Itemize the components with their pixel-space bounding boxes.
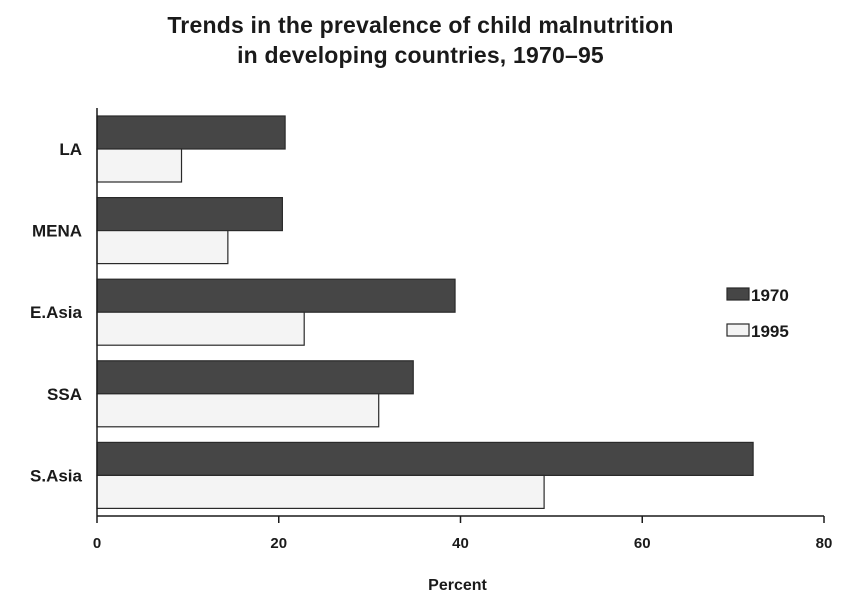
category-label: MENA (32, 222, 82, 241)
labels-layer: LA MENA E.Asia SSA S.Asia 0 20 40 60 80 Percent (30, 140, 832, 594)
x-tick-label: 60 (634, 535, 651, 552)
bar-la-1970 (96, 115, 286, 150)
legend-swatch-1995 (726, 323, 750, 337)
x-tick-label: 0 (93, 535, 101, 552)
bar-e-asia-1970 (96, 278, 456, 313)
legend-label-1995: 1995 (751, 322, 789, 341)
category-label: SSA (47, 385, 82, 404)
bar-s-asia-1970 (96, 441, 754, 476)
bars-layer (96, 115, 754, 509)
chart-title-line-1: Trends in the prevalence of child malnut… (167, 12, 674, 38)
bar-ssa-1970 (96, 360, 414, 395)
chart-title: Trends in the prevalence of child malnut… (0, 10, 841, 70)
bar-mena-1970 (96, 197, 283, 232)
legend-swatch-1970 (726, 287, 750, 301)
category-label: S.Asia (30, 466, 83, 485)
bar-s-asia-1995 (96, 474, 545, 509)
category-label: E.Asia (30, 303, 83, 322)
legend-label-1970: 1970 (751, 286, 789, 305)
x-tick-label: 20 (270, 535, 287, 552)
bar-la-1995 (96, 148, 183, 183)
x-axis-title: Percent (428, 577, 487, 594)
legend: 1970 1995 (726, 286, 789, 341)
bar-ssa-1995 (96, 393, 380, 428)
axes-layer (96, 108, 825, 523)
chart-title-line-2: in developing countries, 1970–95 (237, 42, 604, 68)
bar-mena-1995 (96, 230, 229, 265)
x-tick-label: 40 (452, 535, 469, 552)
category-label: LA (59, 140, 82, 159)
x-tick-label: 80 (816, 535, 833, 552)
bar-e-asia-1995 (96, 311, 305, 346)
